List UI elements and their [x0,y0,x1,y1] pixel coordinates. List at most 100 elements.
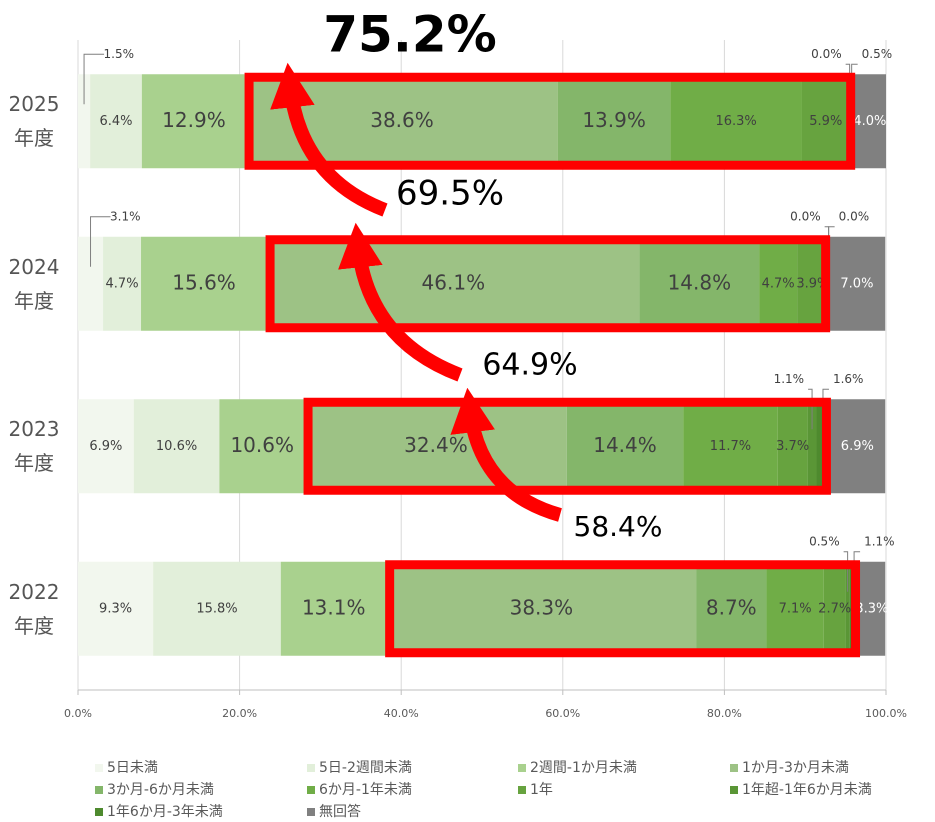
legend-label: 6か月-1年未満 [319,782,412,798]
bar-segment [801,74,850,169]
annotation: 75.2% [323,6,496,64]
data-label: 3.7% [776,439,809,454]
legend-swatch [518,764,526,772]
data-label: 13.1% [302,595,366,619]
arrow [270,62,388,217]
data-label: 38.3% [510,595,574,619]
bar-segment [777,399,808,494]
highlight-box [303,397,831,495]
annotation: 64.9% [482,348,577,383]
legend-swatch [730,786,738,794]
data-label: 1.5% [104,47,135,61]
bar-segment [696,561,767,656]
data-label: 9.3% [99,601,132,616]
bar-segment [639,236,760,331]
legend-label: 1年6か月-3年未満 [107,804,223,820]
data-label: 1.6% [833,372,864,386]
bar-segment [280,561,387,656]
bar-segment [858,561,886,656]
bar-segment [219,399,306,494]
arrow [338,222,463,382]
bar-segment [133,399,220,494]
category-label: 2022年度 [8,579,60,638]
bar-segment [141,74,247,169]
legend-label: 1年超-1年6か月未満 [742,782,872,798]
data-label: 38.6% [370,108,434,132]
legend-swatch [307,786,315,794]
data-label: 1.1% [864,534,895,548]
bar-segment [78,561,154,656]
highlight-box [244,72,856,170]
annotation: 69.5% [396,174,504,214]
data-label: 15.6% [172,270,236,294]
data-label: 4.7% [762,276,795,291]
bar-segment [386,561,697,656]
data-label: 6.9% [89,439,122,454]
legend-label: 5日未満 [107,760,158,776]
legend-swatch [95,808,103,816]
bar-segment [766,561,824,656]
x-tick-label: 20.0% [222,707,257,720]
category-label: 2025年度 [8,92,60,151]
data-label: 0.5% [809,534,840,548]
bar-segment [683,399,778,494]
legend-label: 5日-2週間未満 [319,760,412,776]
data-label: 3.3% [855,601,888,616]
data-label: 46.1% [422,270,486,294]
arrow [450,387,562,522]
bar-segment [305,399,567,494]
bar-segment [759,236,798,331]
bar-segment [566,399,684,494]
data-label: 0.0% [811,47,842,61]
leader-line [83,53,105,105]
category-label: 2024年度 [8,254,60,313]
data-label: 13.9% [582,108,646,132]
x-tick-label: 100.0% [865,707,907,720]
bar-segment [670,74,802,169]
leader-line [90,216,111,267]
bar-segment [141,236,268,331]
category-label: 2023年度 [8,417,60,476]
legend-swatch [518,786,526,794]
data-label: 0.0% [839,209,870,223]
annotation: 58.4% [574,510,663,543]
data-label: 6.4% [99,114,132,129]
data-label: 4.7% [106,276,139,291]
data-label: 15.8% [196,601,237,616]
bar-segment [845,561,850,656]
bar-segment [267,236,640,331]
highlight-box [265,235,831,333]
bar-segment [829,399,886,494]
data-label: 0.5% [862,47,893,61]
data-label: 32.4% [404,433,468,457]
data-label: 10.6% [156,439,197,454]
data-label: 2.7% [818,601,851,616]
data-label: 14.4% [593,433,657,457]
data-label: 10.6% [230,433,294,457]
data-label: 14.8% [668,270,732,294]
x-tick-label: 60.0% [545,707,580,720]
data-label: 5.9% [809,114,842,129]
bar-segment [103,236,142,331]
bar-segment [90,74,142,169]
legend-swatch [307,764,315,772]
data-label: 1.1% [774,372,805,386]
data-label: 12.9% [162,108,226,132]
bar-segment [807,399,817,494]
legend-label: 1年 [530,782,553,798]
highlight-box [385,560,861,658]
bar-segment [557,74,671,169]
legend-label: 2週間-1か月未満 [530,760,637,776]
bar-segment [78,399,134,494]
bar-segment [153,561,281,656]
leader-line [808,388,813,430]
legend-swatch [307,808,315,816]
legend-label: 無回答 [319,803,361,820]
x-tick-label: 80.0% [707,707,742,720]
legend-label: 1か月-3か月未満 [742,760,849,776]
bar-segment [823,561,846,656]
data-label: 7.1% [779,601,812,616]
data-label: 0.0% [790,209,821,223]
bar-segment [828,236,886,331]
